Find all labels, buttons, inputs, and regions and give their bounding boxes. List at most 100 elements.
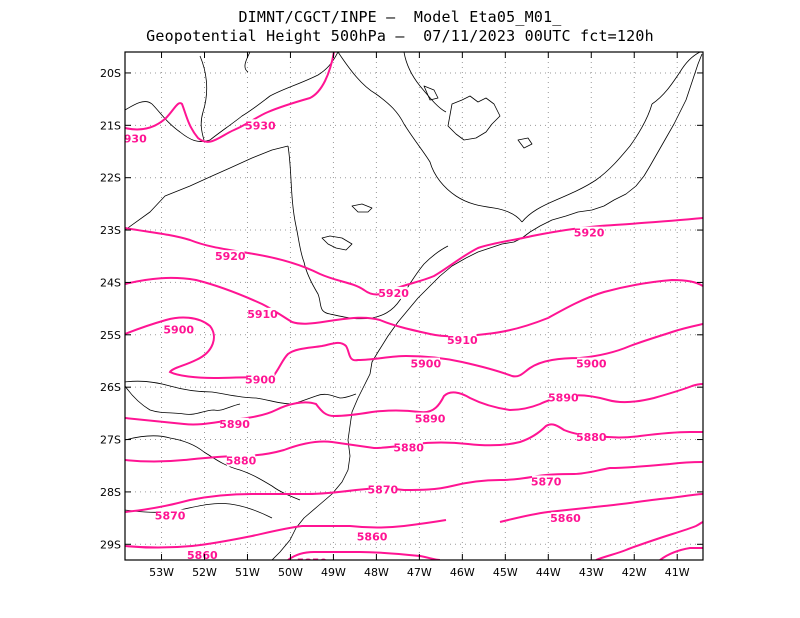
- contour-label: 5890: [548, 392, 579, 405]
- contour-label-halo: [246, 119, 275, 132]
- reservoir-small-2: [321, 235, 353, 251]
- contour-label: 5860: [357, 530, 388, 543]
- contour-5850-far-east: [659, 546, 703, 560]
- contour-label-halo: [553, 558, 582, 560]
- lat-tick-label: 24S: [100, 276, 121, 289]
- contour-5920: [125, 217, 703, 296]
- contour-label-halo: [549, 391, 578, 404]
- lon-tick-label: 46W: [450, 566, 475, 579]
- contour-label-halo: [531, 475, 561, 488]
- lon-tick-label: 43W: [579, 566, 604, 579]
- lon-tick-label: 51W: [235, 566, 260, 579]
- plot-title-line-1: DIMNT/CGCT/INPE – Model Eta05_M01_: [238, 8, 562, 26]
- contour-label-halo: [216, 250, 245, 263]
- contour-label: 5860: [550, 512, 581, 525]
- coastline-and-borders: [125, 52, 703, 560]
- contour-label: 5910: [247, 308, 278, 321]
- reservoir-small-4: [423, 85, 439, 101]
- border-argentina: [125, 385, 241, 415]
- contour-label-halo: [220, 417, 249, 430]
- longitude-axis: 53W 52W 51W 50W 49W 48W 47W 46W 45W 44W 43W 42W 41W: [149, 52, 690, 579]
- border-sp-mg: [337, 52, 523, 223]
- contour-5860-east: [499, 493, 703, 523]
- contour-label: 5920: [215, 250, 246, 263]
- contour-label: 5910: [447, 334, 478, 347]
- lon-tick-label: 47W: [407, 566, 432, 579]
- border-uruguay: [125, 503, 273, 519]
- contour-label: 5850: [552, 558, 583, 571]
- contour-label: 5850: [297, 557, 328, 570]
- lat-tick-label: 23S: [100, 224, 121, 237]
- contour-label-halo: [248, 307, 277, 320]
- lon-tick-label: 49W: [321, 566, 346, 579]
- border-pr-sp: [287, 145, 449, 320]
- border-parana-river: [125, 145, 289, 231]
- contour-label-halo: [297, 556, 327, 560]
- contour-label-halo: [551, 512, 580, 525]
- border-minas-west: [403, 52, 447, 113]
- lat-tick-label: 20S: [100, 67, 121, 80]
- contour-lines-geopotential: [125, 52, 703, 560]
- contour-label: 5920: [378, 287, 409, 300]
- contour-label: 5880: [576, 431, 607, 444]
- contour-label-halo: [415, 412, 445, 425]
- lon-tick-label: 50W: [278, 566, 303, 579]
- border-sc-rs: [125, 435, 301, 501]
- contour-label: 5870: [155, 509, 186, 522]
- contour-label: 5930: [245, 119, 276, 132]
- contour-5910: [125, 276, 703, 338]
- contour-label: 5930: [116, 132, 147, 145]
- contour-5850-east: [595, 521, 703, 560]
- contour-label: 5900: [576, 358, 607, 371]
- lat-tick-label: 21S: [100, 119, 121, 132]
- contour-label-halo: [125, 132, 146, 145]
- border-mg-rj: [521, 103, 653, 223]
- contour-label-halo: [357, 530, 387, 543]
- contour-label: 5890: [415, 413, 446, 426]
- lat-tick-label: 27S: [100, 434, 121, 447]
- lon-tick-label: 53W: [149, 566, 174, 579]
- contour-label-halo: [448, 334, 477, 347]
- contour-label-halo: [574, 226, 604, 239]
- contour-label: 5890: [219, 418, 250, 431]
- contour-label-halo: [226, 454, 256, 467]
- contour-label-halo: [188, 548, 217, 560]
- contour-5930-west: [125, 52, 335, 143]
- contour-label-halo: [155, 509, 185, 522]
- contour-label-halo: [379, 286, 408, 299]
- lat-tick-label: 26S: [100, 381, 121, 394]
- reservoir-small-1: [351, 203, 373, 213]
- border-pr-sc: [125, 380, 357, 405]
- contour-label: 5880: [393, 441, 424, 454]
- contour-label: 5920: [574, 227, 605, 240]
- contour-label-halo: [246, 373, 275, 386]
- border-mato-grosso: [199, 55, 208, 141]
- lon-tick-label: 48W: [364, 566, 389, 579]
- lon-tick-label: 42W: [622, 566, 647, 579]
- lat-tick-label: 25S: [100, 329, 121, 342]
- contour-label: 5860: [187, 549, 218, 562]
- lat-tick-label: 28S: [100, 486, 121, 499]
- contour-5870: [125, 461, 703, 513]
- lat-tick-label: 29S: [100, 538, 121, 551]
- contour-5860-west: [125, 519, 447, 549]
- coastline: [271, 53, 703, 560]
- lon-tick-label: 41W: [665, 566, 690, 579]
- contour-label-halo: [164, 323, 193, 336]
- contour-label: 5870: [368, 483, 399, 496]
- contour-value-labels: 5930 5930 5920 5920 5920 5910 5910 5900 5900 5900…: [116, 119, 607, 571]
- contour-label: 5900: [245, 373, 276, 386]
- contour-label: 5900: [411, 358, 442, 371]
- border-mg-es: [651, 52, 701, 105]
- latitude-axis: 20S 21S 22S 23S 24S 25S 26S 27S 28S 29S: [100, 67, 703, 551]
- contour-label: 5880: [226, 454, 257, 467]
- plot-frame: [124, 51, 704, 561]
- lat-tick-label: 22S: [100, 172, 121, 185]
- contour-5890: [125, 383, 703, 426]
- contour-label-halo: [394, 441, 423, 454]
- contour-5850-west: [287, 551, 441, 560]
- reservoir-small-3: [517, 137, 533, 149]
- plot-title-line-2: Geopotential Height 500hPa – 07/11/2023 …: [146, 27, 654, 45]
- border-sp-mg-north: [244, 52, 251, 73]
